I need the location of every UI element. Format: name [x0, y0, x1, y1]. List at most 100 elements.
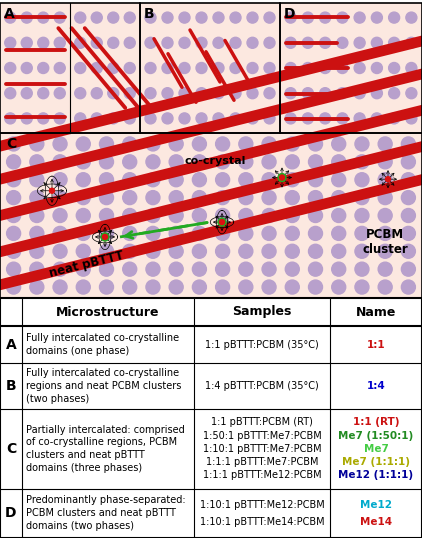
Polygon shape — [0, 68, 422, 185]
Circle shape — [75, 37, 86, 48]
Circle shape — [38, 88, 49, 98]
Circle shape — [371, 113, 382, 124]
Circle shape — [145, 62, 156, 74]
Circle shape — [378, 173, 392, 187]
Circle shape — [213, 88, 224, 98]
Circle shape — [30, 209, 44, 223]
Circle shape — [378, 155, 392, 169]
Text: Name: Name — [356, 306, 396, 318]
Circle shape — [264, 62, 275, 74]
Circle shape — [76, 209, 90, 223]
Circle shape — [124, 62, 135, 74]
Text: Microstructure: Microstructure — [56, 306, 160, 318]
Circle shape — [319, 88, 330, 98]
Circle shape — [303, 113, 314, 124]
Circle shape — [49, 188, 54, 193]
Bar — [0, 3, 140, 133]
Circle shape — [7, 137, 21, 151]
Circle shape — [332, 226, 346, 240]
Circle shape — [247, 113, 258, 124]
Circle shape — [247, 12, 258, 23]
Circle shape — [355, 226, 369, 240]
Circle shape — [192, 155, 206, 169]
Circle shape — [332, 155, 346, 169]
Circle shape — [123, 155, 137, 169]
Circle shape — [101, 233, 109, 241]
Circle shape — [239, 209, 253, 223]
Bar — [140, 3, 280, 133]
Text: Me7 (1:50:1): Me7 (1:50:1) — [338, 430, 414, 441]
Circle shape — [332, 209, 346, 223]
Circle shape — [76, 137, 90, 151]
Circle shape — [264, 12, 275, 23]
Circle shape — [162, 37, 173, 48]
Circle shape — [100, 155, 114, 169]
Text: D: D — [284, 7, 295, 21]
Text: 1:1: 1:1 — [367, 339, 385, 350]
Circle shape — [100, 137, 114, 151]
Circle shape — [145, 113, 156, 124]
Bar — [0, 298, 422, 538]
Circle shape — [54, 62, 65, 74]
Text: PCBM
cluster: PCBM cluster — [362, 228, 408, 256]
Circle shape — [355, 262, 369, 276]
Circle shape — [332, 190, 346, 204]
Circle shape — [196, 62, 207, 74]
Text: Fully intercalated co-crystalline
domains (one phase): Fully intercalated co-crystalline domain… — [26, 333, 179, 356]
Text: Me7 (1:1:1): Me7 (1:1:1) — [342, 457, 410, 467]
Text: 1:10:1 pBTTT:Me12:PCBM: 1:10:1 pBTTT:Me12:PCBM — [200, 500, 325, 510]
Circle shape — [108, 12, 119, 23]
Text: 1:4: 1:4 — [367, 381, 385, 391]
Circle shape — [378, 137, 392, 151]
Text: 1:1 (RT): 1:1 (RT) — [353, 417, 399, 427]
Circle shape — [371, 12, 382, 23]
Circle shape — [30, 173, 44, 187]
Circle shape — [100, 173, 114, 187]
Circle shape — [262, 155, 276, 169]
Circle shape — [146, 226, 160, 240]
Circle shape — [354, 12, 365, 23]
Circle shape — [75, 12, 86, 23]
Circle shape — [216, 280, 230, 294]
Text: 1:50:1 pBTTT:Me7:PCBM: 1:50:1 pBTTT:Me7:PCBM — [203, 430, 322, 441]
Circle shape — [108, 37, 119, 48]
Text: A: A — [5, 337, 16, 351]
Text: B: B — [144, 7, 154, 21]
Circle shape — [76, 226, 90, 240]
Circle shape — [401, 262, 415, 276]
Circle shape — [123, 244, 137, 258]
Circle shape — [123, 209, 137, 223]
Circle shape — [7, 280, 21, 294]
Circle shape — [355, 209, 369, 223]
Circle shape — [5, 88, 16, 98]
Circle shape — [406, 88, 417, 98]
Circle shape — [192, 226, 206, 240]
Circle shape — [5, 113, 16, 124]
Circle shape — [54, 113, 65, 124]
Circle shape — [5, 62, 16, 74]
Circle shape — [145, 12, 156, 23]
Text: 1:1:1 pBTTT:Me7:PCBM: 1:1:1 pBTTT:Me7:PCBM — [206, 457, 318, 467]
Circle shape — [100, 209, 114, 223]
Circle shape — [30, 244, 44, 258]
Text: Predominantly phase-separated:
PCBM clusters and neat pBTTT
domains (two phases): Predominantly phase-separated: PCBM clus… — [26, 495, 186, 531]
Circle shape — [239, 137, 253, 151]
Circle shape — [239, 226, 253, 240]
Circle shape — [371, 88, 382, 98]
Circle shape — [401, 190, 415, 204]
Circle shape — [169, 280, 183, 294]
Circle shape — [303, 88, 314, 98]
Circle shape — [169, 209, 183, 223]
Circle shape — [169, 244, 183, 258]
Circle shape — [30, 226, 44, 240]
Circle shape — [285, 173, 299, 187]
Circle shape — [354, 113, 365, 124]
Circle shape — [108, 113, 119, 124]
Circle shape — [38, 12, 49, 23]
Circle shape — [337, 88, 348, 98]
Bar — [0, 133, 422, 298]
Circle shape — [169, 137, 183, 151]
Circle shape — [378, 262, 392, 276]
Circle shape — [389, 37, 400, 48]
Circle shape — [213, 62, 224, 74]
